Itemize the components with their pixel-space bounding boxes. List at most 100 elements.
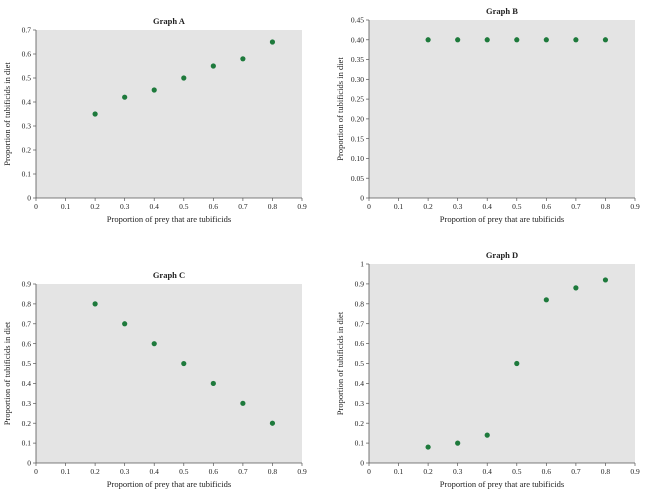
graph-a-y-tick-label: 0.2 bbox=[22, 146, 32, 155]
graph-c-x-tick-label: 0 bbox=[34, 467, 38, 476]
graph-d-data-point bbox=[484, 432, 490, 438]
graph-c-data-point bbox=[122, 321, 128, 327]
graph-c-data-point bbox=[240, 400, 246, 406]
graph-d-x-tick-label: 0 bbox=[367, 467, 371, 476]
graph-c-x-tick-label: 0.1 bbox=[61, 467, 71, 476]
graph-c-y-tick-label: 0.5 bbox=[22, 359, 32, 368]
graph-c-data-point bbox=[181, 360, 187, 367]
graph-c-data-point bbox=[151, 341, 157, 347]
graph-d-y-tick-label: 0.3 bbox=[355, 399, 365, 408]
graph-b-y-tick-label: 0.35 bbox=[351, 55, 364, 64]
graph-b-y-tick-label: 0.05 bbox=[351, 174, 364, 183]
graph-a-y-tick-label: 0.7 bbox=[22, 26, 32, 35]
graph-a-x-tick-label: 0.7 bbox=[238, 202, 248, 211]
graph-d-y-tick-label: 0.9 bbox=[355, 280, 365, 289]
graph-c-y-tick-label: 0.7 bbox=[22, 319, 32, 328]
graph-a-x-tick-label: 0.9 bbox=[297, 202, 307, 211]
graph-c-y-tick-label: 0 bbox=[27, 459, 31, 468]
graph-d-chart: Graph D 0 0.1 0.2 0.3 0.4 0.5 0.6 0.7 0.8 0.9 0 0.1 0… bbox=[335, 250, 640, 489]
graph-a-y-tick-label: 0.3 bbox=[22, 122, 32, 131]
graph-a-chart: Graph A 0 0.1 0.2 0.3 0.4 0.5 0.6 0.7 0.8 0.9 0 0.1 0… bbox=[2, 16, 307, 224]
graph-d-data-point bbox=[455, 440, 461, 446]
graph-d-data-point bbox=[573, 285, 579, 291]
graph-b-y-tick-label: 0.15 bbox=[351, 134, 364, 143]
graph-d-x-tick-label: 0.9 bbox=[630, 467, 640, 476]
graph-c-data-point bbox=[92, 301, 98, 307]
graph-b-x-tick-label: 0.9 bbox=[630, 202, 640, 211]
graph-a-y-tick-label: 0.1 bbox=[22, 170, 32, 179]
graph-d-x-tick-label: 0.5 bbox=[512, 467, 522, 476]
graph-c-y-tick-label: 0.9 bbox=[22, 280, 32, 289]
graph-d-y-tick-label: 0.4 bbox=[355, 379, 365, 388]
graph-a-x-tick-label: 0.4 bbox=[150, 202, 160, 211]
graph-a-data-point bbox=[269, 39, 276, 45]
graph-a-y-tick-label: 0.6 bbox=[22, 50, 32, 59]
graph-a-plot-area bbox=[36, 30, 302, 198]
graph-a-data-point bbox=[181, 75, 187, 81]
graph-b-plot-area bbox=[369, 20, 635, 198]
graph-a-title: Graph A bbox=[153, 16, 186, 26]
graph-a-x-tick-label: 0.1 bbox=[61, 202, 71, 211]
graph-b-y-tick-label: 0.30 bbox=[351, 75, 364, 84]
graph-d-x-tick-label: 0.4 bbox=[483, 467, 493, 476]
graph-c-x-tick-label: 0.3 bbox=[120, 467, 130, 476]
graph-a-y-tick-label: 0 bbox=[27, 194, 31, 203]
graph-a-data-point bbox=[122, 94, 128, 100]
graph-b-y-tick-label: 0 bbox=[360, 194, 364, 203]
graph-a-data-point bbox=[151, 87, 157, 93]
graph-d-x-tick-label: 0.6 bbox=[542, 467, 552, 476]
graph-d-x-tick-label: 0.2 bbox=[423, 467, 433, 476]
graph-a-data-point bbox=[240, 56, 246, 62]
graph-d-data-point bbox=[425, 444, 431, 450]
graph-c-x-tick-label: 0.2 bbox=[90, 467, 100, 476]
graph-b-x-tick-label: 0 bbox=[367, 202, 371, 211]
graph-d-x-tick-label: 0.8 bbox=[601, 467, 611, 476]
graph-b-x-tick-label: 0.3 bbox=[453, 202, 463, 211]
graph-c-plot-area bbox=[36, 284, 302, 463]
graph-c-y-axis-label: Proportion of tubificids in diet bbox=[2, 321, 12, 425]
graph-d-y-tick-label: 0 bbox=[360, 459, 364, 468]
graph-c-x-tick-label: 0.8 bbox=[268, 467, 278, 476]
graph-b-data-point bbox=[543, 37, 549, 43]
graph-b-data-point bbox=[455, 37, 461, 43]
graph-b-y-tick-label: 0.45 bbox=[351, 16, 364, 25]
graph-a-x-tick-label: 0 bbox=[34, 202, 38, 211]
graph-b-x-tick-label: 0.2 bbox=[423, 202, 433, 211]
graph-b-data-point bbox=[514, 37, 520, 43]
graph-b-x-tick-label: 0.5 bbox=[512, 202, 522, 211]
graph-d-y-tick-label: 0.2 bbox=[355, 419, 365, 428]
graph-a-x-axis-label: Proportion of prey that are tubificids bbox=[107, 214, 231, 224]
graph-a-x-tick-label: 0.8 bbox=[268, 202, 278, 211]
graph-c-x-tick-label: 0.7 bbox=[238, 467, 248, 476]
graph-d-data-point bbox=[543, 297, 549, 303]
graph-c-data-point bbox=[210, 380, 216, 387]
graph-a-x-tick-label: 0.6 bbox=[209, 202, 219, 211]
graph-b-y-axis-label: Proportion of tubificids in diet bbox=[335, 57, 345, 161]
graph-b-x-axis-label: Proportion of prey that are tubificids bbox=[440, 214, 564, 224]
graph-c-y-tick-label: 0.3 bbox=[22, 399, 32, 408]
graph-c-x-tick-label: 0.6 bbox=[209, 467, 219, 476]
graph-a-x-tick-label: 0.2 bbox=[90, 202, 100, 211]
graph-a-y-axis-label: Proportion of tubificids in diet bbox=[2, 62, 12, 166]
graph-c-x-axis-label: Proportion of prey that are tubificids bbox=[107, 479, 231, 489]
graph-c-x-tick-label: 0.4 bbox=[150, 467, 160, 476]
graph-d-plot-area bbox=[369, 264, 635, 463]
graph-b-y-tick-label: 0.20 bbox=[351, 114, 364, 123]
graph-c-y-tick-label: 0.2 bbox=[22, 419, 32, 428]
graph-b-x-tick-label: 0.6 bbox=[542, 202, 552, 211]
graph-d-y-axis-label: Proportion of tubificids in diet bbox=[335, 311, 345, 415]
graph-c-x-tick-label: 0.9 bbox=[297, 467, 307, 476]
graph-a-x-tick-label: 0.3 bbox=[120, 202, 130, 211]
graph-b-x-tick-label: 0.1 bbox=[394, 202, 404, 211]
graph-b-x-tick-label: 0.7 bbox=[571, 202, 581, 211]
graph-b-x-tick-label: 0.8 bbox=[601, 202, 611, 211]
graph-a-x-tick-label: 0.5 bbox=[179, 202, 189, 211]
graph-d-x-axis-label: Proportion of prey that are tubificids bbox=[440, 479, 564, 489]
graph-d-y-tick-label: 1 bbox=[360, 260, 364, 269]
graph-c-y-tick-label: 0.8 bbox=[22, 299, 32, 308]
graph-c-y-tick-label: 0.6 bbox=[22, 339, 32, 348]
graph-b-data-point bbox=[602, 37, 609, 43]
graph-b-data-point bbox=[573, 37, 579, 43]
graph-d-y-tick-label: 0.8 bbox=[355, 299, 365, 308]
